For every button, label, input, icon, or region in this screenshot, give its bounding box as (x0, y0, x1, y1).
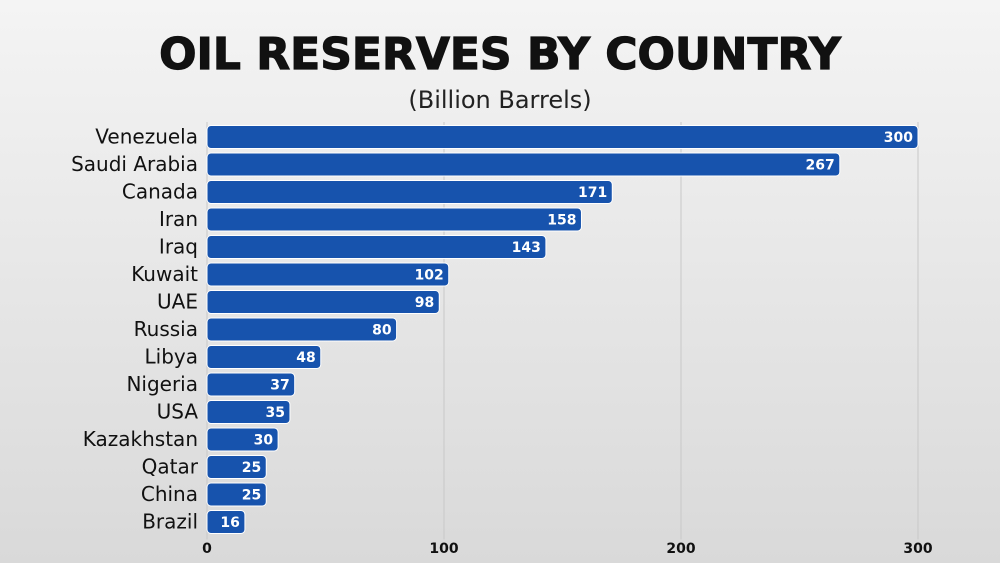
y-tick-label: Saudi Arabia (71, 152, 198, 176)
bar (206, 317, 398, 342)
bar (206, 207, 582, 232)
y-tick-label: Russia (134, 317, 198, 341)
value-label: 267 (806, 158, 835, 174)
y-tick-label: Canada (122, 180, 198, 204)
y-tick-label: Kazakhstan (83, 427, 198, 451)
y-tick-label: Libya (145, 345, 199, 369)
bar (206, 455, 267, 479)
bar (206, 180, 613, 204)
y-tick-label: Iraq (159, 235, 198, 259)
bar (206, 235, 547, 259)
y-tick-label: Qatar (142, 455, 199, 479)
value-label: 48 (296, 350, 315, 366)
chart-subtitle: (Billion Barrels) (408, 86, 591, 114)
value-label: 143 (512, 240, 541, 256)
y-tick-label: UAE (157, 290, 198, 314)
bar (206, 345, 322, 369)
value-label: 16 (220, 515, 239, 531)
bar (206, 125, 919, 149)
y-tick-label: Nigeria (126, 372, 198, 396)
bar (206, 372, 296, 397)
value-label: 30 (254, 433, 274, 449)
bar (206, 400, 291, 424)
bar (206, 427, 279, 452)
y-tick-label: Venezuela (95, 125, 198, 149)
value-label: 37 (270, 378, 289, 394)
y-tick-label: Brazil (142, 510, 198, 534)
value-label: 171 (578, 185, 607, 201)
bar (206, 482, 267, 507)
value-label: 35 (265, 405, 284, 421)
bar (206, 290, 440, 314)
y-tick-label: China (141, 482, 198, 506)
value-label: 25 (242, 488, 261, 504)
x-tick-label: 300 (903, 541, 932, 557)
bar (206, 262, 450, 287)
chart-title: OIL RESERVES BY COUNTRY (159, 29, 842, 80)
x-tick-label: 100 (429, 541, 458, 557)
value-label: 25 (242, 460, 261, 476)
y-tick-label: USA (157, 400, 199, 424)
bar (206, 510, 246, 534)
value-label: 98 (415, 295, 434, 311)
y-tick-label: Iran (159, 207, 198, 231)
y-tick-label: Kuwait (131, 262, 198, 286)
bar (206, 152, 841, 177)
x-tick-label: 200 (666, 541, 695, 557)
value-label: 80 (372, 323, 392, 339)
value-label: 158 (547, 213, 576, 229)
x-tick-label: 0 (202, 541, 212, 557)
value-label: 300 (884, 130, 913, 146)
value-label: 102 (415, 268, 444, 284)
